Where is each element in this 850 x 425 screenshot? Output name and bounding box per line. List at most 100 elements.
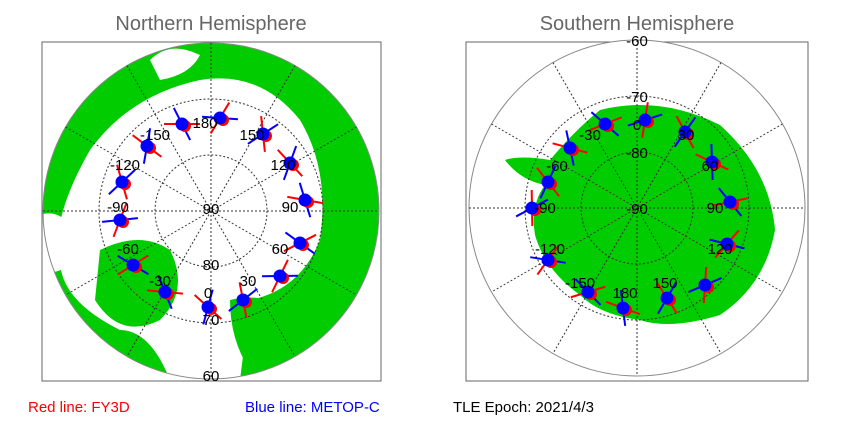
- grid-label: -90: [534, 200, 556, 217]
- metopc-point: [660, 291, 674, 305]
- grid-label: 120: [707, 241, 732, 258]
- metopc-point: [541, 253, 555, 267]
- pass-marker: [673, 115, 697, 149]
- grid-label: 70: [203, 312, 220, 329]
- grid-label: 180: [612, 285, 637, 302]
- grid-label: 180: [192, 115, 217, 132]
- pass-marker: [709, 229, 745, 259]
- grid-label: -150: [565, 275, 595, 292]
- grid-label: 60: [702, 158, 719, 175]
- europe: [230, 297, 300, 370]
- grid-label: 80: [203, 257, 220, 274]
- grid-label: 90: [203, 201, 220, 218]
- grid-label: 120: [270, 157, 295, 174]
- grid-label: 150: [652, 275, 677, 292]
- metopc-point: [705, 155, 719, 169]
- pass-marker: [712, 187, 748, 217]
- north-frame: [41, 41, 382, 382]
- metopc-point: [581, 285, 595, 299]
- pass-marker: [515, 189, 549, 227]
- meridian-line: [491, 123, 783, 293]
- north-title: Northern Hemisphere: [115, 13, 306, 35]
- metopc-point: [616, 301, 630, 315]
- metopc-point: [525, 201, 539, 215]
- metopc-point: [201, 300, 215, 314]
- pass-marker: [605, 290, 641, 326]
- pass-marker: [193, 289, 223, 325]
- pass-marker: [530, 244, 566, 276]
- metopc-point: [720, 237, 734, 251]
- grid-label: 90: [282, 199, 299, 216]
- metopc-point: [541, 175, 555, 189]
- grid-label: -30: [579, 127, 601, 144]
- pass-marker: [201, 102, 239, 134]
- pass-marker: [627, 102, 663, 138]
- grid-label: 0: [633, 117, 641, 134]
- pass-marker: [570, 278, 606, 306]
- grid-label: 90: [707, 200, 724, 217]
- grid-label: -70: [626, 89, 648, 106]
- grid-label: 30: [678, 127, 695, 144]
- ocean-patch: [150, 48, 200, 80]
- grid-label: -120: [110, 157, 140, 174]
- metopc-point: [213, 111, 227, 125]
- grid-label: -60: [117, 241, 139, 258]
- metopc-point: [273, 269, 287, 283]
- meridian-line: [65, 126, 357, 296]
- metopc-point: [236, 293, 250, 307]
- grid-label: 150: [239, 127, 264, 144]
- metopc-point: [283, 156, 297, 170]
- pass-marker: [287, 182, 323, 218]
- metopc-point: [126, 258, 140, 272]
- metopc-point: [723, 195, 737, 209]
- grid-label: -60: [546, 158, 568, 175]
- pass-marker: [656, 281, 678, 315]
- metopc-point: [113, 213, 127, 227]
- pass-marker: [108, 164, 136, 200]
- meridian-line: [552, 62, 722, 354]
- pass-marker: [132, 128, 162, 164]
- metopc-point: [638, 113, 652, 127]
- grid-label: -150: [140, 127, 170, 144]
- pass-marker: [587, 111, 623, 137]
- grid-labels: -150 180 150 -120 120 -90 90 -60 60 -30 30 0 90 80 70 6…: [107, 33, 732, 385]
- grid-label: -30: [149, 273, 171, 290]
- pass-marker: [695, 143, 729, 181]
- pass-marker: [552, 130, 588, 166]
- pass-marker: [247, 115, 279, 153]
- meridian-line: [552, 62, 722, 354]
- metopc-point: [698, 278, 712, 292]
- metopc-point: [563, 141, 577, 155]
- metopc-point: [678, 125, 692, 139]
- legend-fy3d: Red line: FY3D: [28, 399, 130, 416]
- pass-marker: [228, 282, 258, 318]
- metopc-point: [115, 175, 129, 189]
- graticule: [43, 40, 805, 379]
- pass-marker: [283, 231, 317, 255]
- pass-marker: [117, 254, 149, 276]
- pass-marker: [164, 107, 200, 141]
- pass-marker: [536, 165, 560, 199]
- grid-label: -80: [626, 145, 648, 162]
- south-title: Southern Hemisphere: [540, 13, 735, 35]
- metopc-point: [140, 139, 154, 153]
- north-map: [42, 42, 380, 380]
- grid-label: 30: [240, 273, 257, 290]
- legend-metopc: Blue line: METOP-C: [245, 399, 380, 416]
- pass-marker: [101, 202, 139, 238]
- pass-marker: [146, 274, 184, 310]
- ocean-patch: [43, 213, 80, 272]
- pass-marker: [688, 266, 722, 304]
- pass-marker: [276, 145, 304, 181]
- pass-marker: [261, 259, 299, 293]
- grid-label: -90: [626, 201, 648, 218]
- grid-label: -60: [626, 33, 648, 50]
- grid-label: 60: [272, 241, 289, 258]
- metopc-point: [598, 117, 612, 131]
- grid-label: -90: [107, 199, 129, 216]
- metopc-point: [298, 193, 312, 207]
- grid-label: -120: [535, 241, 565, 258]
- satellite-tracks: [101, 102, 748, 326]
